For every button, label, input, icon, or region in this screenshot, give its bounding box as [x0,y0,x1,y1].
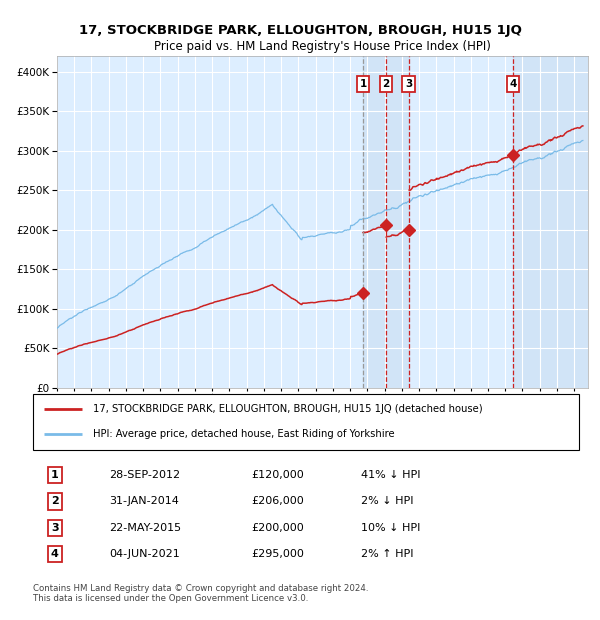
Text: 04-JUN-2021: 04-JUN-2021 [109,549,180,559]
Text: HPI: Average price, detached house, East Riding of Yorkshire: HPI: Average price, detached house, East… [93,430,395,440]
Text: £206,000: £206,000 [251,497,304,507]
Text: 4: 4 [509,79,517,89]
Text: 2% ↓ HPI: 2% ↓ HPI [361,497,413,507]
Text: 31-JAN-2014: 31-JAN-2014 [109,497,179,507]
Text: 22-MAY-2015: 22-MAY-2015 [109,523,182,533]
Text: 17, STOCKBRIDGE PARK, ELLOUGHTON, BROUGH, HU15 1JQ (detached house): 17, STOCKBRIDGE PARK, ELLOUGHTON, BROUGH… [93,404,482,414]
Text: Contains HM Land Registry data © Crown copyright and database right 2024.
This d: Contains HM Land Registry data © Crown c… [33,584,368,603]
Text: 10% ↓ HPI: 10% ↓ HPI [361,523,420,533]
Text: 2% ↑ HPI: 2% ↑ HPI [361,549,413,559]
Text: 2: 2 [382,79,389,89]
Text: 1: 1 [51,470,59,480]
Text: 28-SEP-2012: 28-SEP-2012 [109,470,181,480]
Text: £200,000: £200,000 [251,523,304,533]
Text: £295,000: £295,000 [251,549,304,559]
Text: 1: 1 [359,79,367,89]
Text: 41% ↓ HPI: 41% ↓ HPI [361,470,420,480]
FancyBboxPatch shape [33,394,579,450]
Text: 2: 2 [51,497,59,507]
Bar [363,56,409,388]
Text: 17, STOCKBRIDGE PARK, ELLOUGHTON, BROUGH, HU15 1JQ: 17, STOCKBRIDGE PARK, ELLOUGHTON, BROUGH… [79,24,521,37]
Text: 3: 3 [405,79,412,89]
Text: £120,000: £120,000 [251,470,304,480]
Bar [513,56,588,388]
Title: Price paid vs. HM Land Registry's House Price Index (HPI): Price paid vs. HM Land Registry's House … [154,40,491,53]
Text: 4: 4 [51,549,59,559]
Text: 3: 3 [51,523,59,533]
